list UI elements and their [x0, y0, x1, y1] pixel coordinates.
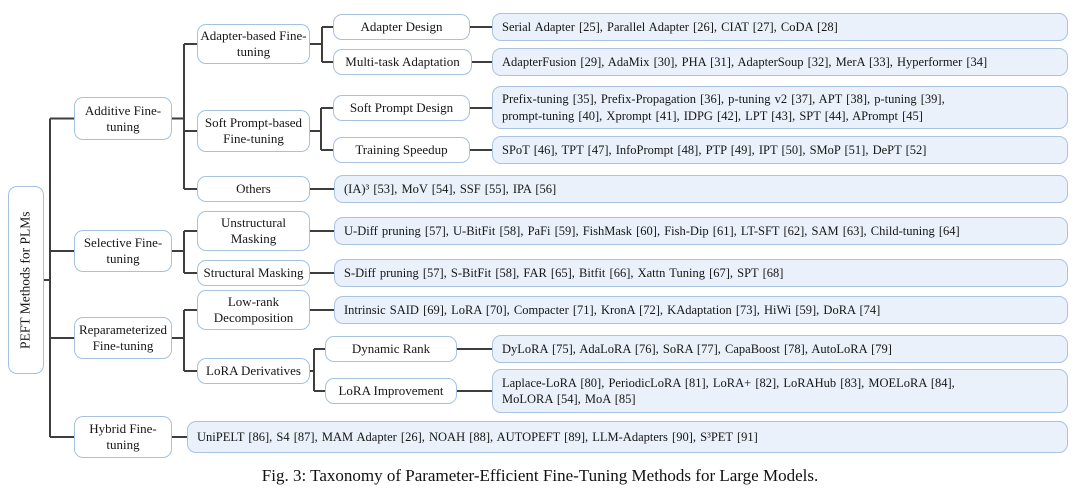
node-label: Low-rank Decomposition [213, 294, 294, 325]
connector-reparameterized-to-children [172, 309, 197, 372]
node-label: Soft Prompt-based Fine-tuning [204, 115, 303, 146]
node-soft-prompt-design: Soft Prompt Design [333, 95, 470, 121]
node-dynamic-rank: Dynamic Rank [325, 336, 457, 362]
node-label: Unstructural Masking [221, 215, 286, 246]
leaf-text: Intrinsic SAID [69], LoRA [70], Compacte… [344, 302, 881, 317]
leaf-text: Serial Adapter [25], Parallel Adapter [2… [502, 19, 838, 34]
node-label: Structural Masking [203, 265, 304, 281]
connector-lora-derivatives-to-children [310, 348, 325, 392]
connector-additive-to-children [172, 43, 197, 190]
figure-caption: Fig. 3: Taxonomy of Parameter-Efficient … [261, 466, 819, 485]
node-lora-improvement: LoRA Improvement [325, 378, 457, 404]
leaf-others-methods: (IA)³ [53], MoV [54], SSF [55], IPA [56] [334, 175, 1068, 203]
connector-selective-to-children [172, 230, 197, 274]
leaf-hybrid-fine-tuning-methods: UniPELT [86], S4 [87], MAM Adapter [26],… [187, 421, 1068, 453]
node-multi-task-adaptation: Multi-task Adaptation [333, 49, 472, 75]
leaf-text: AdapterFusion [29], AdaMix [30], PHA [31… [502, 54, 988, 69]
node-others: Others [197, 176, 310, 202]
node-label: LoRA Derivatives [206, 363, 301, 379]
node-label: PEFT Methods for PLMs [17, 211, 33, 349]
leaf-unstructural-masking-methods: U-Diff pruning [57], U-BitFit [58], PaFi… [334, 217, 1068, 245]
connector-root-to-level1 [44, 117, 74, 438]
node-selective-fine-tuning: Selective Fine-tuning [74, 230, 172, 272]
node-label: Hybrid Fine-tuning [89, 421, 157, 452]
node-label: Reparameterized Fine-tuning [78, 322, 168, 353]
connector-nodes-to-leaves [172, 26, 492, 438]
leaf-adapter-design-methods: Serial Adapter [25], Parallel Adapter [2… [492, 13, 1068, 41]
node-adapter-based-fine-tuning: Adapter-based Fine-tuning [197, 24, 310, 64]
leaf-text: UniPELT [86], S4 [87], MAM Adapter [26],… [197, 429, 758, 444]
node-label: Others [236, 181, 271, 197]
node-label: Training Speedup [355, 142, 448, 158]
leaf-soft-prompt-design-methods: Prefix-tuning [35], Prefix-Propagation [… [492, 86, 1068, 129]
node-lora-derivatives: LoRA Derivatives [197, 358, 310, 384]
leaf-text: U-Diff pruning [57], U-BitFit [58], PaFi… [344, 223, 960, 238]
node-label: LoRA Improvement [338, 383, 444, 399]
leaf-text: DyLoRA [75], AdaLoRA [76], SoRA [77], Ca… [502, 341, 892, 356]
leaf-text: Prefix-tuning [35], Prefix-Propagation [… [502, 92, 945, 123]
node-additive-fine-tuning: Additive Fine-tuning [74, 97, 172, 140]
connector-soft-prompt-to-children [310, 107, 333, 151]
node-label: Additive Fine-tuning [84, 102, 162, 134]
node-soft-prompt-based-fine-tuning: Soft Prompt-based Fine-tuning [197, 110, 310, 152]
node-label: Soft Prompt Design [349, 100, 454, 116]
leaf-structural-masking-methods: S-Diff pruning [57], S-BitFit [58], FAR … [334, 259, 1068, 287]
leaf-text: SPoT [46], TPT [47], InfoPrompt [48], PT… [502, 142, 927, 157]
node-hybrid-fine-tuning: Hybrid Fine-tuning [74, 416, 172, 458]
node-reparameterized-fine-tuning: Reparameterized Fine-tuning [74, 317, 172, 359]
leaf-dynamic-rank-methods: DyLoRA [75], AdaLoRA [76], SoRA [77], Ca… [492, 335, 1068, 363]
leaf-lora-improvement-methods: Laplace-LoRA [80], PeriodicLoRA [81], Lo… [492, 369, 1068, 413]
connector-adapter-based-to-children [310, 26, 333, 63]
node-label: Dynamic Rank [351, 341, 431, 357]
leaf-text: (IA)³ [53], MoV [54], SSF [55], IPA [56] [344, 181, 557, 196]
node-label: Multi-task Adaptation [345, 54, 460, 70]
node-adapter-design: Adapter Design [333, 14, 470, 40]
node-unstructural-masking: Unstructural Masking [197, 211, 310, 251]
leaf-low-rank-decomposition-methods: Intrinsic SAID [69], LoRA [70], Compacte… [334, 296, 1068, 324]
leaf-text: S-Diff pruning [57], S-BitFit [58], FAR … [344, 265, 784, 280]
node-low-rank-decomposition: Low-rank Decomposition [197, 290, 310, 330]
node-label: Selective Fine-tuning [83, 235, 163, 266]
node-label: Adapter Design [360, 19, 443, 35]
node-training-speedup: Training Speedup [333, 137, 470, 163]
leaf-training-speedup-methods: SPoT [46], TPT [47], InfoPrompt [48], PT… [492, 136, 1068, 164]
leaf-text: Laplace-LoRA [80], PeriodicLoRA [81], Lo… [502, 375, 955, 406]
leaf-multi-task-adaptation-methods: AdapterFusion [29], AdaMix [30], PHA [31… [492, 48, 1068, 76]
node-label: Adapter-based Fine-tuning [200, 28, 307, 59]
node-structural-masking: Structural Masking [197, 260, 310, 286]
node-peft-methods-root: PEFT Methods for PLMs [8, 186, 44, 374]
